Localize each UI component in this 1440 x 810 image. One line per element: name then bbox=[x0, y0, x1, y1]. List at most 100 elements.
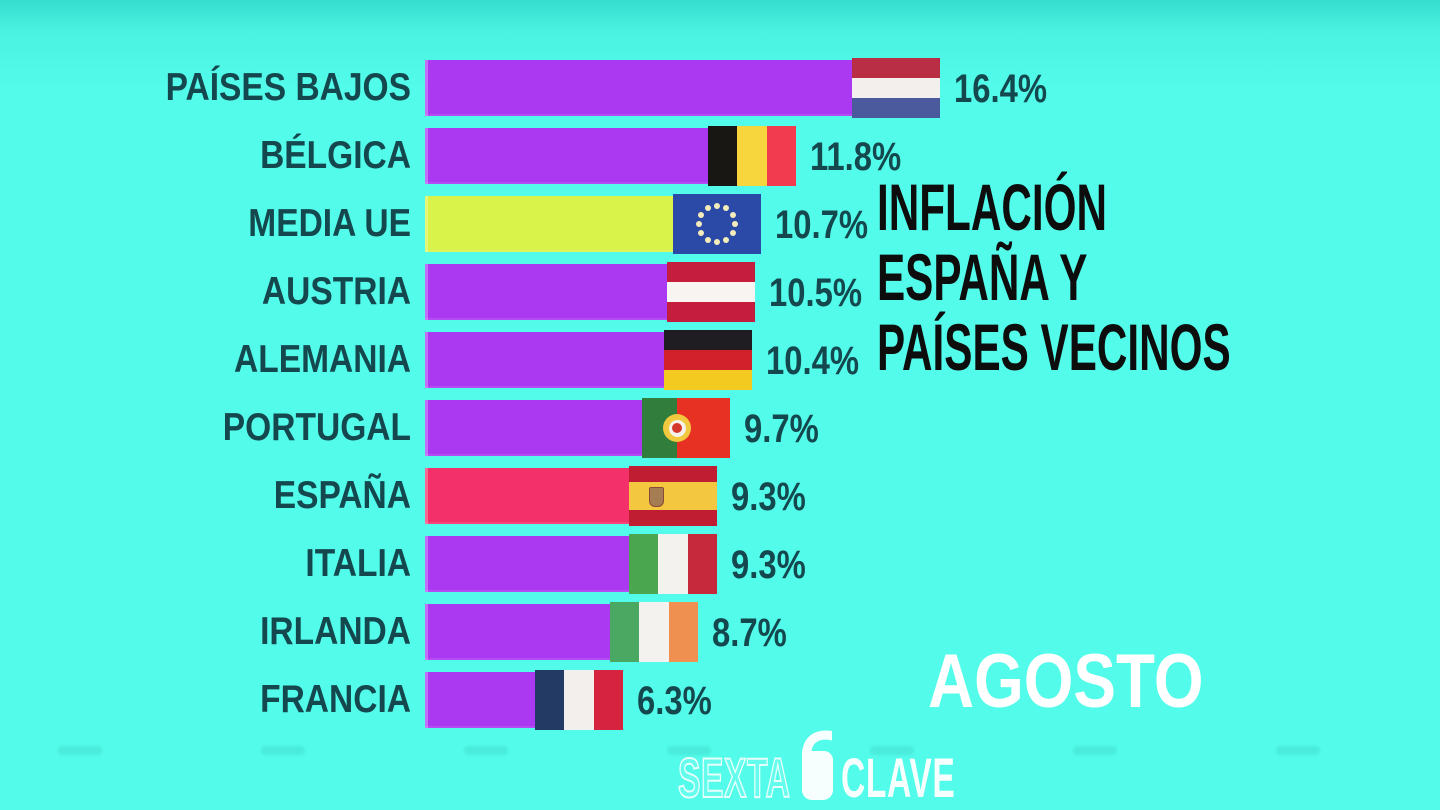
country-label: ITALIA bbox=[305, 542, 411, 585]
germany-flag-icon bbox=[664, 330, 752, 390]
country-bar bbox=[425, 330, 752, 390]
spain-flag-icon bbox=[629, 466, 717, 526]
watermark-mark bbox=[261, 746, 305, 755]
country-label: FRANCIA bbox=[260, 678, 411, 721]
flag-emblem-part bbox=[698, 212, 705, 218]
portugal-flag-icon bbox=[642, 398, 730, 458]
flag-emblem-part bbox=[729, 212, 736, 218]
chart-row: FRANCIA 6.3% bbox=[0, 670, 1440, 730]
value-label: 6.3% bbox=[637, 679, 712, 723]
sexta-clave-logo: SEXTA CLAVE bbox=[603, 728, 1031, 809]
flag-stripe bbox=[852, 78, 940, 98]
flag-stripe bbox=[664, 370, 752, 390]
flag-stripe bbox=[535, 670, 565, 730]
flag-stripe bbox=[629, 510, 717, 526]
value-label: 10.4% bbox=[766, 339, 860, 383]
flag-stripe bbox=[564, 670, 594, 730]
watermark-mark bbox=[58, 746, 102, 755]
eu-flag-icon bbox=[673, 194, 761, 254]
chart-row: PORTUGAL 9.7% bbox=[0, 398, 1440, 458]
country-bar bbox=[425, 126, 796, 186]
ireland-flag-icon bbox=[610, 602, 698, 662]
italy-flag-icon bbox=[629, 534, 717, 594]
country-label: PAÍSES BAJOS bbox=[165, 66, 411, 109]
country-label: ALEMANIA bbox=[233, 338, 411, 381]
chart-row: ESPAÑA 9.3% bbox=[0, 466, 1440, 526]
watermark-mark bbox=[667, 746, 711, 755]
country-bar bbox=[425, 262, 755, 322]
chart-row: ITALIA 9.3% bbox=[0, 534, 1440, 594]
chart-title: INFLACIÓN ESPAÑA Y PAÍSES VECINOS bbox=[877, 172, 1231, 382]
country-label: AUSTRIA bbox=[261, 270, 411, 313]
value-label: 9.7% bbox=[744, 407, 819, 451]
country-label: MEDIA UE bbox=[248, 202, 411, 245]
flag-stripe bbox=[629, 466, 717, 482]
chart-title-line-3: PAÍSES VECINOS bbox=[877, 310, 1231, 384]
chart-row: ALEMANIA 10.4% bbox=[0, 330, 1440, 390]
flag-stripe bbox=[852, 58, 940, 78]
flag-emblem-part bbox=[714, 239, 720, 245]
watermark-mark bbox=[870, 746, 914, 755]
country-label: IRLANDA bbox=[260, 610, 411, 653]
flag-emblem-part bbox=[698, 230, 705, 236]
chart-row: PAÍSES BAJOS 16.4% bbox=[0, 58, 1440, 118]
belgium-flag-icon bbox=[708, 126, 796, 186]
country-bar bbox=[425, 670, 623, 730]
flag-stripe bbox=[667, 282, 755, 302]
flag-stripe bbox=[639, 602, 669, 662]
flag-stripe bbox=[766, 126, 796, 186]
value-label: 10.7% bbox=[775, 203, 869, 247]
country-label: PORTUGAL bbox=[222, 406, 411, 449]
flag-emblem-part bbox=[705, 205, 711, 212]
flag-stripe bbox=[737, 126, 767, 186]
flag-emblem-part bbox=[729, 230, 736, 236]
chart-title-line-2: ESPAÑA Y bbox=[877, 240, 1088, 314]
flag-stripe bbox=[667, 302, 755, 322]
flag-emblem-part bbox=[696, 221, 702, 227]
flag-emblem-part bbox=[723, 205, 729, 212]
watermark-mark bbox=[464, 746, 508, 755]
flag-stripe bbox=[852, 98, 940, 118]
flag-emblem-part bbox=[732, 221, 738, 227]
flag-stripe bbox=[629, 481, 717, 511]
flag-emblem-part bbox=[672, 423, 682, 433]
country-bar bbox=[425, 194, 761, 254]
france-flag-icon bbox=[535, 670, 623, 730]
flag-stripe bbox=[667, 262, 755, 282]
chart-title-line-1: INFLACIÓN bbox=[877, 170, 1107, 244]
logo-word-clave: CLAVE bbox=[840, 746, 955, 809]
country-bar bbox=[425, 534, 717, 594]
country-bar bbox=[425, 58, 940, 118]
flag-stripe bbox=[610, 602, 640, 662]
austria-flag-icon bbox=[667, 262, 755, 322]
flag-stripe bbox=[629, 534, 659, 594]
value-label: 11.8% bbox=[810, 135, 902, 179]
country-label: ESPAÑA bbox=[273, 474, 411, 517]
country-bar bbox=[425, 398, 730, 458]
country-bar bbox=[425, 466, 717, 526]
country-label: BÉLGICA bbox=[260, 134, 411, 177]
flag-stripe bbox=[593, 670, 623, 730]
watermark-mark bbox=[1073, 746, 1117, 755]
flag-stripe bbox=[664, 350, 752, 370]
flag-emblem-part bbox=[714, 203, 720, 209]
country-bar bbox=[425, 602, 698, 662]
chart-row: MEDIA UE 10.7% bbox=[0, 194, 1440, 254]
value-label: 8.7% bbox=[712, 611, 787, 655]
lasexta-6-icon bbox=[801, 730, 833, 800]
period-label: AGOSTO bbox=[928, 639, 1204, 724]
flag-stripe bbox=[658, 534, 688, 594]
logo-word-sexta: SEXTA bbox=[677, 746, 791, 809]
value-label: 9.3% bbox=[731, 543, 806, 587]
netherlands-flag-icon bbox=[852, 58, 940, 118]
flag-emblem-part bbox=[723, 236, 729, 243]
chart-row: IRLANDA 8.7% bbox=[0, 602, 1440, 662]
chart-row: AUSTRIA 10.5% bbox=[0, 262, 1440, 322]
flag-stripe bbox=[708, 126, 738, 186]
value-label: 16.4% bbox=[954, 67, 1048, 111]
flag-emblem-part bbox=[705, 236, 711, 243]
flag-stripe bbox=[687, 534, 717, 594]
value-label: 9.3% bbox=[731, 475, 806, 519]
